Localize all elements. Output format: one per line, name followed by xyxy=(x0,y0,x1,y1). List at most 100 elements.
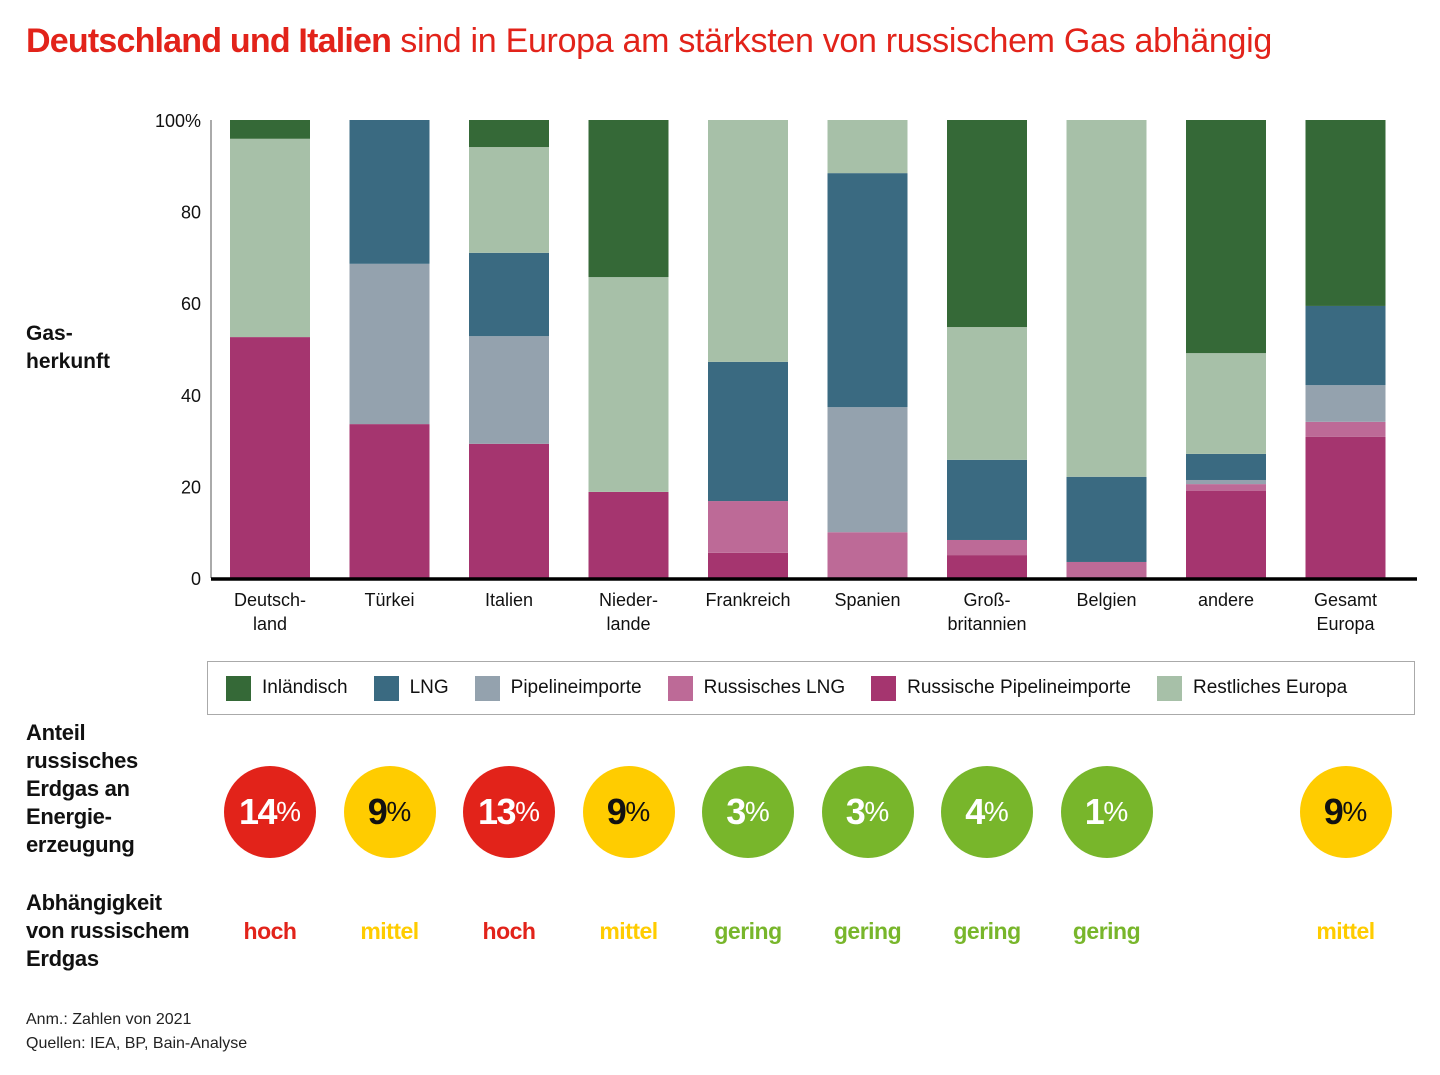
bar-segment xyxy=(1305,436,1386,578)
bar-segment xyxy=(1305,421,1386,437)
bar-segment xyxy=(827,173,908,408)
bar-segment xyxy=(349,424,430,578)
note-sources: Quellen: IEA, BP, Bain-Analyse xyxy=(26,1035,248,1052)
legend-item: LNG xyxy=(373,675,449,701)
bar-segment xyxy=(230,337,310,578)
x-category-label: lande xyxy=(606,614,650,634)
share-value: 3 xyxy=(726,791,746,832)
dependency-level: gering xyxy=(953,918,1021,944)
bar-segment xyxy=(708,120,788,362)
legend-item: Restliches Europa xyxy=(1157,675,1348,701)
legend-label: LNG xyxy=(409,677,449,698)
bar-segment xyxy=(1305,385,1386,422)
y-tick-label: 40 xyxy=(181,386,201,406)
share-value: 13 xyxy=(478,791,517,832)
bar-segment xyxy=(1186,490,1266,578)
bar-segment xyxy=(588,491,669,578)
bar-segment xyxy=(1066,561,1147,578)
y-axis-title: Gas- herkunft xyxy=(26,320,146,376)
dependency-level: mittel xyxy=(360,918,419,944)
dependency-label-line: von russischem xyxy=(26,918,190,943)
share-value: 4 xyxy=(965,791,985,832)
bar-segment xyxy=(469,443,549,578)
bar-segment xyxy=(469,252,549,337)
bar-segment xyxy=(1186,120,1266,354)
share-circle: 9% xyxy=(582,766,675,858)
share-circle: 3% xyxy=(702,766,794,858)
y-tick-label: 20 xyxy=(181,477,201,497)
bar-segment xyxy=(947,539,1027,556)
bar-segment xyxy=(349,263,430,425)
bar-segment xyxy=(1186,484,1266,491)
note-year: Anm.: Zahlen von 2021 xyxy=(26,1011,192,1028)
title-bold: Deutschland und Italien xyxy=(26,22,392,60)
x-category-label: Türkei xyxy=(364,590,414,610)
x-category-label: Nieder- xyxy=(599,590,658,610)
share-unit: % xyxy=(386,796,412,827)
share-label-line: russisches xyxy=(26,748,138,773)
share-label-line: Anteil xyxy=(26,720,86,745)
share-value: 9 xyxy=(367,791,388,832)
share-unit: % xyxy=(625,796,651,827)
bar-segment xyxy=(230,120,310,139)
share-label-line: Erdgas an xyxy=(26,776,130,801)
title-regular: sind in Europa am stärksten von russisch… xyxy=(391,22,1272,60)
share-unit: % xyxy=(864,796,890,827)
y-axis-title-line: herkunft xyxy=(26,350,110,373)
legend-swatch xyxy=(226,675,251,701)
legend-label: Restliches Europa xyxy=(1193,677,1348,698)
bar-segment xyxy=(1186,453,1266,480)
dependency-level: gering xyxy=(833,918,902,944)
share-row-label: Anteil russisches Erdgas an Energie- erz… xyxy=(26,719,138,859)
bar-segment xyxy=(708,501,788,553)
legend-swatch xyxy=(474,675,500,701)
share-circle: 9% xyxy=(1299,766,1392,858)
bar-segment xyxy=(588,120,669,278)
bar-segment xyxy=(827,407,908,533)
bar-segment xyxy=(827,532,908,578)
dependency-level: mittel xyxy=(599,918,658,944)
dependency-level: gering xyxy=(1072,918,1141,944)
share-label-line: Energie- xyxy=(26,804,112,829)
bar-segment xyxy=(469,120,549,148)
x-category-label: Spanien xyxy=(834,590,900,610)
share-value: 14 xyxy=(239,791,278,832)
share-label-line: erzeugung xyxy=(26,832,135,857)
legend-item: Russisches LNG xyxy=(667,675,846,701)
bar-segment xyxy=(708,361,788,502)
x-category-label: Italien xyxy=(485,590,533,610)
y-axis-title-line: Gas- xyxy=(26,322,73,345)
bar-segment xyxy=(708,552,788,578)
x-category-label: britannien xyxy=(947,614,1026,634)
footnotes: Anm.: Zahlen von 2021 Quellen: IEA, BP, … xyxy=(26,1008,247,1056)
legend-swatch xyxy=(667,675,693,701)
share-circle: 13% xyxy=(463,766,555,858)
share-circle: 9% xyxy=(343,766,436,858)
share-unit: % xyxy=(276,796,301,827)
legend-label: Inländisch xyxy=(262,677,348,698)
dependency-level: hoch xyxy=(243,918,297,944)
legend-item: Pipelineimporte xyxy=(474,675,642,701)
share-unit: % xyxy=(1342,796,1368,827)
bar-segment xyxy=(349,120,430,264)
share-unit: % xyxy=(1103,796,1129,827)
dependency-level: hoch xyxy=(482,918,536,944)
share-value: 9 xyxy=(606,791,627,832)
share-unit: % xyxy=(515,796,540,827)
legend-swatch xyxy=(1157,675,1182,701)
legend: Inländisch LNG Pipelineimporte Russisches L… xyxy=(207,661,1415,715)
legend-swatch xyxy=(373,675,399,701)
y-tick-label: 60 xyxy=(181,294,201,314)
bar-segment xyxy=(827,120,908,174)
legend-label: Russisches LNG xyxy=(703,677,846,698)
bar-segment xyxy=(1066,120,1147,477)
bar-segment xyxy=(588,277,669,492)
share-value: 9 xyxy=(1323,791,1344,832)
bar-segment xyxy=(947,120,1027,328)
y-tick-label: 100% xyxy=(155,111,201,131)
bar-segment xyxy=(1186,479,1266,485)
dependency-label-line: Abhängigkeit xyxy=(26,890,162,915)
x-category-label: Groß- xyxy=(964,590,1011,610)
y-tick-label: 0 xyxy=(191,569,201,589)
share-value: 3 xyxy=(845,791,866,832)
